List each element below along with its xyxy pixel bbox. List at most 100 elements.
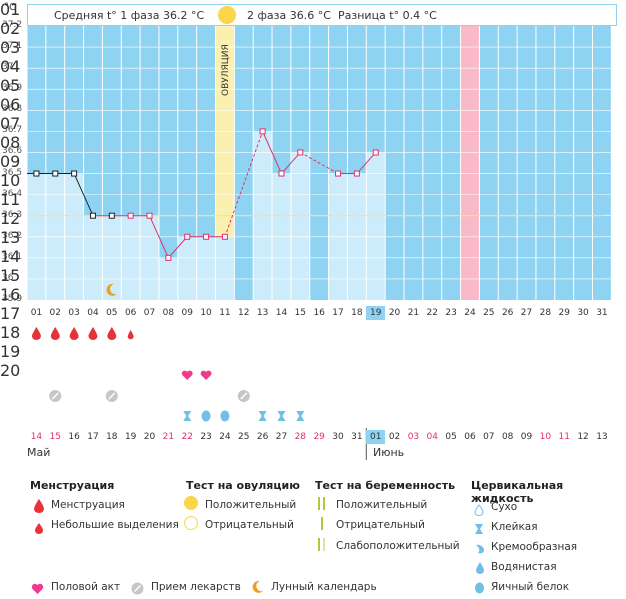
calendar-date: 21 — [162, 432, 175, 442]
y-tick-label: 37 — [2, 62, 14, 73]
cycle-day-bottom: 01 — [30, 308, 43, 318]
ovulation-column — [215, 26, 235, 300]
cycle-day-bottom: 30 — [577, 308, 589, 318]
cycle-day-top: 12 — [0, 209, 21, 228]
temperature-point — [165, 254, 172, 261]
temperature-point — [278, 170, 285, 177]
calendar-date: 30 — [332, 432, 344, 442]
legend-cervical-eggwhite: Яичный белок — [491, 581, 570, 593]
temperature-line-segment — [281, 152, 301, 174]
cycle-day-bottom: 19 — [366, 306, 386, 320]
temperature-column — [196, 236, 216, 300]
temperature-difference: Разница t° 0.4 °C — [338, 9, 437, 22]
cycle-day-bottom: 23 — [445, 308, 457, 318]
cycle-days-top: 01 02 03 04 05 06 07 08 09 10 11 12 13 14 15 16 17 18 19 20 — [0, 0, 21, 380]
calendar-date: 08 — [501, 432, 514, 442]
calendar-date: 04 — [426, 432, 438, 442]
temperature-column — [290, 152, 310, 300]
legend-cervical-title: Цервикальная жидкость — [471, 479, 564, 505]
pill-icon-stroke — [108, 392, 116, 400]
calendar-date: 05 — [445, 432, 457, 442]
temperature-point — [52, 170, 59, 177]
cycle-day-bottom: 27 — [520, 308, 533, 318]
unit-label: °C — [4, 2, 16, 13]
temperature-column — [366, 152, 386, 300]
temperature-point — [108, 212, 115, 219]
temperature-line-segment — [168, 236, 188, 259]
cervical-sticky-icon — [474, 520, 484, 539]
heart-icon — [31, 580, 44, 599]
calendar-date: 15 — [49, 432, 61, 442]
cycle-day-bottom: 25 — [483, 308, 495, 318]
spotting-drop-icon — [35, 519, 43, 538]
y-tick-label: 36.9 — [2, 83, 23, 94]
cycle-day-bottom: 31 — [596, 308, 608, 318]
cervical-watery-icon — [475, 559, 485, 578]
calendar-date: 19 — [124, 432, 137, 442]
cycle-day-bottom: 02 — [49, 308, 61, 318]
calendar-date: 14 — [30, 432, 43, 442]
temperature-line-segment — [356, 152, 377, 174]
temperature-line-segment — [262, 131, 282, 174]
heart-icon — [200, 370, 212, 380]
temperature-line-segment — [300, 152, 339, 174]
cycle-day-bottom: 24 — [464, 308, 476, 318]
temperature-point — [184, 233, 191, 240]
cervical-sticky-icon — [296, 411, 305, 421]
cycle-day-bottom: 20 — [388, 308, 401, 318]
y-tick-label: 36.7 — [2, 125, 23, 136]
month-may: Май — [27, 446, 51, 459]
calendar-date: 23 — [200, 432, 212, 442]
calendar-date: 07 — [483, 432, 495, 442]
temperature-point — [71, 170, 78, 177]
legend-intercourse: Половой акт — [51, 581, 121, 593]
cycle-day-bottom: 17 — [332, 308, 344, 318]
moon-icon — [106, 283, 117, 296]
cycle-day-bottom: 15 — [294, 308, 307, 318]
calendar-date: 18 — [106, 432, 118, 442]
cycle-day-bottom: 18 — [351, 308, 363, 318]
cycle-day-bottom: 05 — [106, 308, 118, 318]
calendar-date: 11 — [558, 432, 570, 442]
cycle-day-top: 01 — [0, 0, 21, 19]
temperature-column — [177, 236, 197, 300]
cycle-day-top: 10 — [0, 171, 21, 190]
y-tick-label: 37.2 — [2, 20, 23, 30]
cycle-day-top: 14 — [0, 247, 21, 266]
legend-ovulation-title: Тест на овуляцию — [186, 479, 300, 492]
legend-spotting: Небольшие выделения — [51, 519, 179, 531]
sun-icon — [218, 6, 236, 24]
cycle-day-top: 04 — [0, 57, 21, 76]
spotting-drop-icon — [127, 330, 134, 340]
calendar-date: 20 — [143, 432, 156, 442]
legend-medication: Прием лекарств — [151, 581, 241, 593]
cervical-eggwhite-icon — [201, 410, 211, 422]
moon-icon — [251, 579, 264, 598]
calendar-date: 06 — [464, 432, 476, 442]
legend-cervical-dry: Сухо — [491, 501, 518, 513]
calendar-date: 28 — [294, 432, 307, 442]
cycle-day-top: 09 — [0, 152, 21, 171]
temperature-column — [215, 236, 235, 300]
cycle-day-bottom: 14 — [275, 308, 288, 318]
calendar-date: 10 — [539, 432, 552, 442]
cycle-day-bottom: 04 — [87, 308, 99, 318]
menstruation-drop-icon — [107, 327, 117, 340]
y-tick-label: 36.4 — [2, 188, 23, 199]
y-tick-label: 36.8 — [2, 104, 23, 115]
ovulation-label: ОВУЛЯЦИЯ — [221, 44, 231, 96]
cycle-day-bottom: 10 — [200, 308, 212, 318]
y-tick-label: 35.9 — [2, 294, 23, 304]
cycle-day-bottom: 08 — [162, 308, 175, 318]
cycle-day-top: 06 — [0, 95, 21, 114]
pregnancy-weak-icon — [318, 538, 326, 551]
cycle-day-bottom: 16 — [313, 308, 325, 318]
temperature-point — [335, 170, 342, 177]
temperature-point — [89, 212, 96, 219]
menstruation-drop-icon — [88, 327, 98, 340]
cervical-sticky-icon — [277, 411, 286, 421]
cycle-day-bottom: 11 — [219, 308, 231, 318]
y-tick-label: 36.3 — [2, 209, 23, 220]
summary-bar: Средняя t° 1 фаза 36.2 °C 2 фаза 36.6 °C… — [27, 4, 617, 26]
